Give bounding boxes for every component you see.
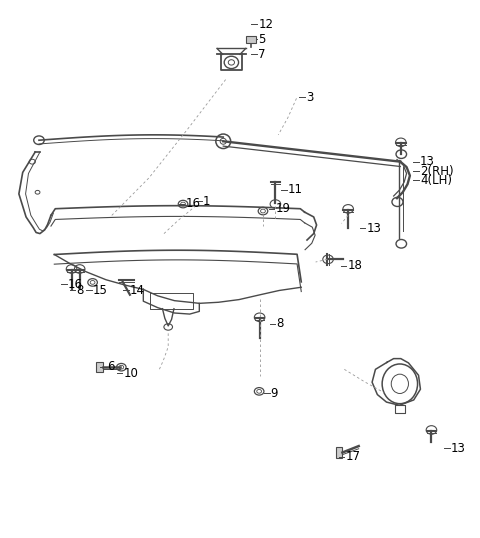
Text: 1: 1 xyxy=(203,195,210,208)
Text: 10: 10 xyxy=(123,366,138,380)
Text: 13: 13 xyxy=(366,222,381,235)
Text: 13: 13 xyxy=(420,155,435,168)
Text: 19: 19 xyxy=(276,202,290,215)
Polygon shape xyxy=(246,36,256,43)
Text: 5: 5 xyxy=(258,33,265,46)
Text: 16: 16 xyxy=(185,197,201,210)
Text: 8: 8 xyxy=(276,317,284,330)
Text: 16: 16 xyxy=(68,278,83,291)
Text: 14: 14 xyxy=(130,284,145,297)
Text: 17: 17 xyxy=(345,450,360,463)
Text: 2(RH): 2(RH) xyxy=(420,165,454,178)
Polygon shape xyxy=(336,447,342,458)
Polygon shape xyxy=(96,363,103,372)
Text: 15: 15 xyxy=(93,284,108,297)
Text: 13: 13 xyxy=(451,442,466,455)
Text: 4(LH): 4(LH) xyxy=(420,174,452,187)
Text: 7: 7 xyxy=(258,48,266,61)
Text: 6: 6 xyxy=(107,360,114,373)
Text: 18: 18 xyxy=(347,259,362,272)
Text: 3: 3 xyxy=(306,91,313,104)
Text: 8: 8 xyxy=(76,284,84,297)
Text: 12: 12 xyxy=(258,18,273,31)
Text: 11: 11 xyxy=(288,183,303,196)
Text: 9: 9 xyxy=(271,387,278,400)
